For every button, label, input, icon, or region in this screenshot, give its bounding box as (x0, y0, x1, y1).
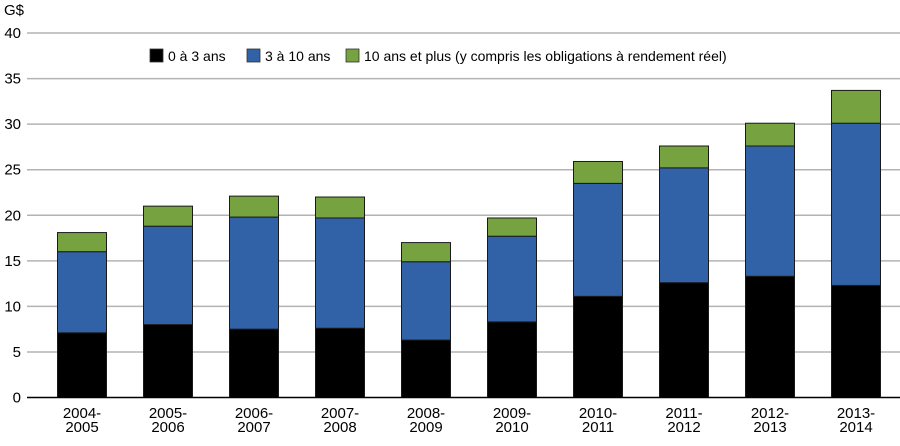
bar-stack (573, 160, 623, 399)
x-tick-label-line: 2007 (237, 419, 270, 436)
y-tick-label: 40 (4, 25, 21, 42)
bars (57, 89, 881, 399)
bar-segment (659, 282, 709, 398)
bar-segment (831, 89, 881, 124)
bar-segment (659, 167, 709, 284)
x-tick-label: 2004-2005 (63, 405, 101, 436)
legend-swatch (246, 48, 261, 63)
bar-segment (315, 217, 365, 329)
x-tick-label-line: 2011- (665, 405, 702, 422)
y-axis-ticks: 0 5 10 15 20 25 30 35 40 (4, 25, 21, 407)
bar-stack (745, 122, 795, 398)
bar-segment (229, 216, 279, 330)
x-tick-label: 2013-2014 (837, 405, 875, 436)
x-tick-label: 2011-2012 (665, 405, 702, 436)
bar-segment (745, 145, 795, 277)
bar-stack (401, 242, 451, 398)
x-tick-label-line: 2011 (582, 419, 614, 436)
x-tick-label: 2010-2011 (579, 405, 617, 436)
bar-segment (143, 324, 193, 399)
bar-stack (831, 89, 881, 399)
x-tick-label: 2007-2008 (321, 405, 359, 436)
bar-stack (487, 217, 537, 398)
bar-segment (745, 122, 795, 147)
bar-segment (57, 332, 107, 398)
x-tick-label-line: 2009- (493, 405, 531, 422)
y-tick-label: 35 (4, 71, 21, 88)
x-tick-label-line: 2013 (753, 419, 786, 436)
legend-item: 3 à 10 ans (246, 48, 330, 64)
bar-segment (57, 251, 107, 334)
bar-segment (487, 235, 537, 323)
bar-stack (143, 205, 193, 399)
bar-segment (487, 321, 537, 398)
x-tick-label: 2009-2010 (493, 405, 531, 436)
y-tick-label: 25 (4, 162, 21, 179)
legend-item: 0 à 3 ans (149, 48, 226, 64)
legend-label: 3 à 10 ans (265, 48, 330, 64)
legend: 0 à 3 ans 3 à 10 ans 10 ans et plus (y com… (149, 48, 727, 64)
x-tick-label-line: 2008 (323, 419, 356, 436)
bar-segment (401, 339, 451, 398)
y-tick-label: 10 (4, 298, 21, 315)
x-tick-label-line: 2010- (579, 405, 617, 422)
x-tick-label-line: 2007- (321, 405, 359, 422)
y-tick-label: 5 (13, 344, 21, 361)
bar-segment (143, 225, 193, 326)
bar-segment (831, 122, 881, 286)
x-tick-label-line: 2006- (235, 405, 273, 422)
bar-segment (831, 284, 881, 399)
bar-segment (745, 275, 795, 398)
bar-stack (57, 232, 107, 398)
x-tick-label-line: 2012 (667, 419, 700, 436)
x-tick-label: 2012-2013 (751, 405, 789, 436)
bar-segment (229, 328, 279, 398)
bar-segment (401, 261, 451, 341)
bar-segment (143, 205, 193, 227)
bar-stack (315, 196, 365, 398)
bar-segment (57, 232, 107, 253)
x-tick-label-line: 2005- (149, 405, 187, 422)
legend-swatch (345, 48, 360, 63)
bar-segment (659, 145, 709, 169)
legend-swatch (149, 48, 164, 63)
y-axis-unit-label: G$ (4, 2, 25, 19)
bar-stack (229, 195, 279, 398)
x-tick-label: 2005-2006 (149, 405, 187, 436)
x-axis-labels: 2004-20052005-20062006-20072007-20082008… (63, 405, 875, 436)
legend-label: 0 à 3 ans (168, 48, 226, 64)
x-tick-label-line: 2012- (751, 405, 789, 422)
y-tick-label: 20 (4, 207, 21, 224)
x-tick-label-line: 2013- (837, 405, 875, 422)
legend-item: 10 ans et plus (y compris les obligation… (345, 48, 727, 64)
y-tick-label: 30 (4, 116, 21, 133)
x-tick-label: 2008-2009 (407, 405, 445, 436)
x-tick-label-line: 2014 (839, 419, 872, 436)
x-tick-label-line: 2010 (495, 419, 528, 436)
x-tick-label-line: 2004- (63, 405, 101, 422)
bar-segment (573, 182, 623, 297)
x-tick-label-line: 2005 (65, 419, 98, 436)
bar-stack (659, 145, 709, 398)
bar-segment (315, 327, 365, 398)
legend-label: 10 ans et plus (y compris les obligation… (364, 48, 727, 64)
y-tick-label: 15 (4, 253, 21, 270)
bar-segment (573, 160, 623, 184)
bar-segment (401, 242, 451, 263)
x-tick-label: 2006-2007 (235, 405, 273, 436)
x-tick-label-line: 2008- (407, 405, 445, 422)
x-tick-label-line: 2009 (409, 419, 442, 436)
bar-segment (573, 295, 623, 399)
bar-segment (487, 217, 537, 237)
bar-segment (229, 195, 279, 218)
x-tick-label-line: 2006 (151, 419, 184, 436)
y-tick-label: 0 (13, 390, 21, 407)
bar-segment (315, 196, 365, 219)
